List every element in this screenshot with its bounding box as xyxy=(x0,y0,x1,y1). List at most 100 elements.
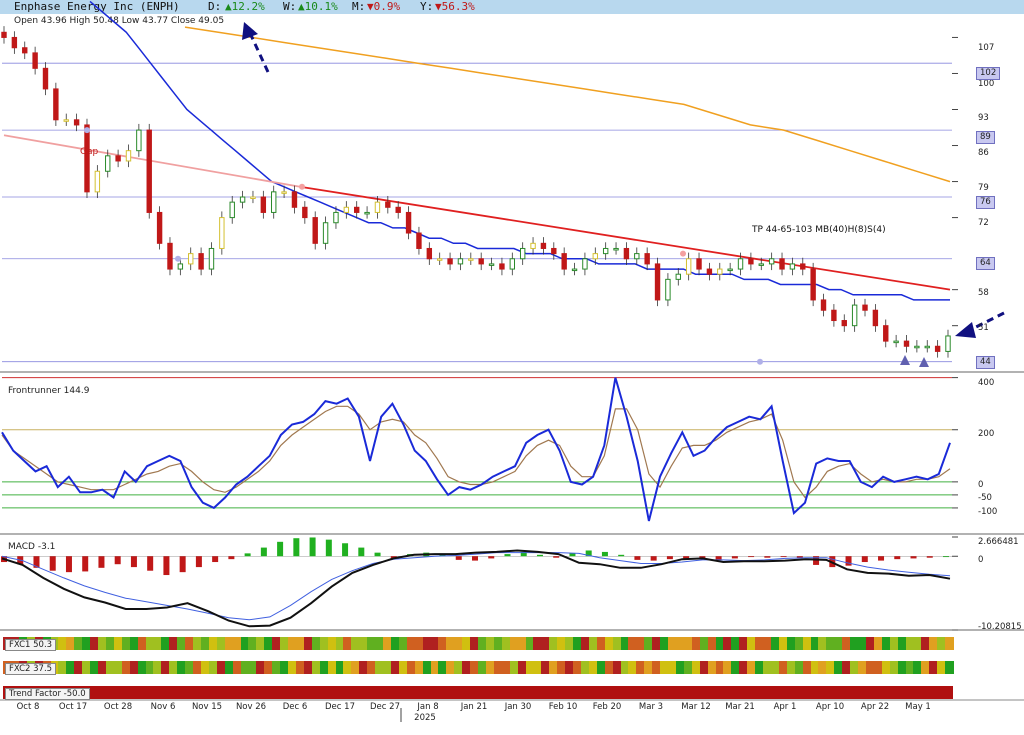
heat-cell xyxy=(596,661,606,674)
heat-cell xyxy=(129,661,139,674)
heat-cell xyxy=(509,637,519,650)
macd-histogram-bar xyxy=(49,556,56,571)
heat-cell xyxy=(98,637,107,650)
macd-histogram-bar xyxy=(618,554,625,557)
heat-cell xyxy=(319,637,329,650)
heat-cell xyxy=(485,661,495,674)
heat-cell xyxy=(755,661,764,674)
heat-cell xyxy=(398,661,408,674)
fr-tick-label: 400 xyxy=(978,378,995,388)
heat-cell xyxy=(90,661,99,674)
heat-cell xyxy=(390,661,400,674)
heat-cell xyxy=(929,661,938,674)
year-change-value: ▼56.3% xyxy=(435,0,475,13)
candle-body xyxy=(685,258,692,275)
heat-cell xyxy=(533,661,542,674)
level-marker: 64 xyxy=(976,257,995,270)
heat-cell xyxy=(865,661,875,674)
candle-body xyxy=(561,253,567,270)
heat-cell xyxy=(858,661,867,674)
frontrunner-label: Frontrunner 144.9 xyxy=(8,386,90,396)
heat-cell xyxy=(177,661,186,674)
heat-cell xyxy=(881,661,891,674)
heat-cell xyxy=(715,637,725,650)
heat-cell xyxy=(707,661,717,674)
candle-body xyxy=(468,258,474,261)
fr-main-line xyxy=(1,377,951,522)
heat-cell xyxy=(58,637,67,650)
heat-cell xyxy=(580,637,590,650)
heat-cell xyxy=(794,637,804,650)
year-change-label: Y: xyxy=(420,0,434,13)
heat-cell xyxy=(121,661,131,674)
heat-cell xyxy=(668,661,677,674)
candle-body xyxy=(198,253,204,270)
macd-histogram-bar xyxy=(926,556,933,558)
heat-cell xyxy=(216,661,226,674)
heat-cell xyxy=(430,661,440,674)
heat-cell xyxy=(652,661,661,674)
heat-cell xyxy=(763,661,772,674)
heat-cell xyxy=(945,637,954,650)
candle-body xyxy=(229,201,235,219)
candle-body xyxy=(312,217,318,244)
heat-cell xyxy=(517,661,527,674)
macd-histogram-bar xyxy=(536,554,543,557)
heat-cell xyxy=(224,637,234,650)
candle-body xyxy=(634,253,640,260)
heat-cell xyxy=(351,661,360,674)
macd-histogram-bar xyxy=(845,556,852,566)
macd-histogram-bar xyxy=(780,556,787,558)
y-tick-label: 72 xyxy=(978,218,989,228)
candle-body xyxy=(530,242,536,249)
heat-cell xyxy=(240,637,250,650)
week-change-label: W: xyxy=(283,0,297,13)
heat-cell xyxy=(422,637,432,650)
heat-cell xyxy=(264,637,273,650)
candle-body xyxy=(903,340,910,347)
macd-histogram-bar xyxy=(553,556,560,558)
macd-histogram-bar xyxy=(894,556,901,560)
heat-cell xyxy=(770,661,780,674)
heat-cell xyxy=(105,637,115,650)
heat-cell xyxy=(74,661,83,674)
heat-cell xyxy=(161,637,170,650)
macd-histogram-bar xyxy=(390,556,397,559)
y-tick-label: 100 xyxy=(978,79,995,89)
candle-body xyxy=(748,258,754,265)
candle-body xyxy=(914,345,920,349)
x-tick-label: Nov 15 xyxy=(191,702,223,712)
candle-body xyxy=(188,253,194,265)
candle-body xyxy=(602,247,609,255)
candle-body xyxy=(727,268,733,272)
heat-cell xyxy=(295,637,305,650)
x-tick-label: Oct 8 xyxy=(16,702,40,712)
candle-body xyxy=(499,263,505,270)
macd-histogram-bar xyxy=(195,556,202,568)
pivot-marker xyxy=(84,127,90,134)
candle-body xyxy=(426,247,433,260)
macd-line xyxy=(1,549,951,628)
macd-histogram-bar xyxy=(943,556,949,558)
heat-cell xyxy=(644,637,653,650)
heat-cell xyxy=(541,637,550,650)
heat-cell xyxy=(335,637,345,650)
candle-body xyxy=(136,129,142,152)
candle-body xyxy=(32,52,38,69)
heat-cell xyxy=(470,637,479,650)
heat-cell xyxy=(351,637,360,650)
candle-body xyxy=(717,268,723,275)
candle-body xyxy=(447,258,453,265)
fxc1-label: FXC1 50.3 xyxy=(5,639,57,651)
macd-histogram-bar xyxy=(910,556,917,559)
trend-line xyxy=(299,185,951,291)
macd-tick-label: 2.666481 xyxy=(978,537,1019,547)
heat-cell xyxy=(105,661,115,674)
candle-body xyxy=(571,268,578,272)
heat-cell xyxy=(723,637,732,650)
candle-body xyxy=(924,345,930,349)
macd-histogram-bar xyxy=(748,556,755,558)
candle-body xyxy=(436,258,443,261)
candle-body xyxy=(1,31,7,38)
heat-cell xyxy=(177,637,186,650)
